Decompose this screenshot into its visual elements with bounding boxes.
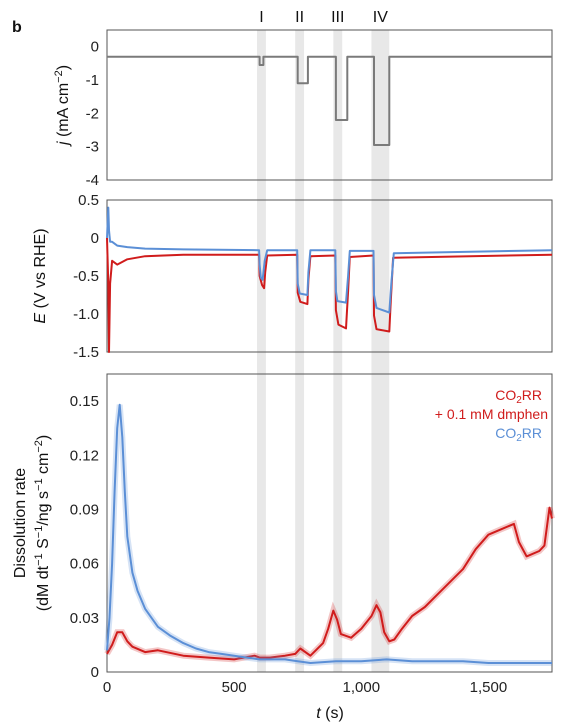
legend-entry-blue: CO2RR (495, 425, 542, 444)
top-ylabel: j (mA cm−2) (53, 65, 72, 147)
panel-label: b (12, 19, 22, 36)
shaded-region-label: IV (373, 9, 388, 26)
middle-series-group (106, 206, 553, 353)
ytick-label: -1.0 (73, 306, 99, 323)
middle-ylabel: E (V vs RHE) (32, 228, 49, 323)
series-line-0 (106, 506, 553, 661)
bottom-panel-frame (106, 373, 553, 673)
ytick-label: -2 (86, 105, 99, 122)
ytick-label: 0.03 (70, 610, 99, 627)
bottom-ylabel-line1: Dissolution rate (12, 468, 29, 578)
x-axis-label: t (s) (316, 705, 344, 722)
bottom-ylabel-line2: (dM dt−1 S−1/ng s−1 cm−2) (33, 435, 52, 611)
ytick-label: 0 (91, 664, 99, 681)
top-ytick-labels: 0 -1 -2 -3 -4 (86, 39, 99, 189)
xtick-labels: 0 500 1,000 1,500 (103, 679, 507, 696)
middle-ytick-labels: 0.5 0 -0.5 -1.0 -1.5 (73, 192, 99, 361)
ytick-label: 0.15 (70, 393, 99, 410)
xtick-label: 1,500 (470, 679, 508, 696)
top-series-group (107, 55, 552, 146)
legend-entry-red-line2: + 0.1 mM dmphen (435, 406, 548, 422)
bottom-ytick-labels: 0 0.03 0.06 0.09 0.12 0.15 (70, 393, 99, 681)
xtick-label: 1,000 (343, 679, 381, 696)
ytick-label: 0.09 (70, 501, 99, 518)
shaded-region-label: I (259, 9, 263, 26)
shaded-region-label: II (295, 9, 304, 26)
shaded-regions: I II III IV (257, 9, 390, 672)
middle-panel-frame (106, 199, 553, 353)
ytick-label: -1 (86, 72, 99, 89)
shaded-region (371, 30, 390, 672)
ytick-label: 0 (91, 39, 99, 56)
top-panel-frame (106, 29, 553, 181)
shaded-region-label: III (331, 9, 344, 26)
series-line-1 (106, 403, 552, 664)
shaded-region (333, 30, 343, 672)
xtick-label: 500 (222, 679, 247, 696)
legend-entry-red-line1: CO2RR (495, 387, 542, 406)
ytick-label: 0.12 (70, 447, 99, 464)
ytick-label: -3 (86, 139, 99, 156)
series-line-0 (107, 55, 552, 146)
series-line-0 (106, 237, 553, 353)
shaded-region (295, 30, 305, 672)
ytick-label: 0.5 (78, 192, 99, 209)
ytick-label: 0 (91, 230, 99, 247)
series-line-1 (106, 206, 553, 314)
xtick-label: 0 (103, 679, 111, 696)
shaded-region (257, 30, 266, 672)
ytick-label: -4 (86, 172, 99, 189)
ytick-label: -0.5 (73, 268, 99, 285)
ytick-label: 0.06 (70, 556, 99, 573)
bottom-series-group (104, 403, 555, 667)
ytick-label: -1.5 (73, 344, 99, 361)
legend: CO2RR + 0.1 mM dmphen CO2RR (435, 387, 548, 444)
